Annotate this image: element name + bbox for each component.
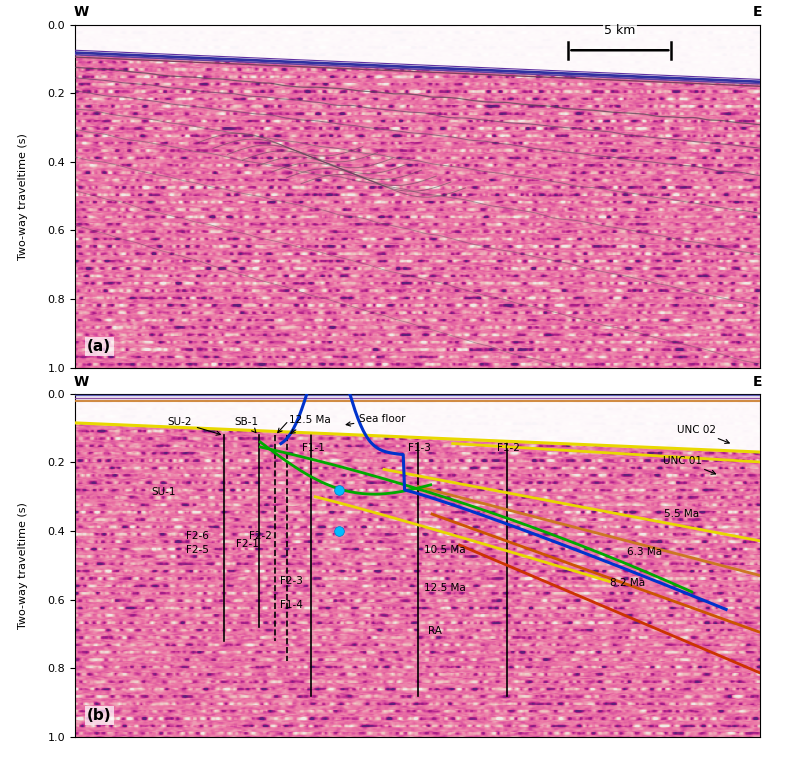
Text: SB-1: SB-1: [235, 417, 258, 433]
Text: SU-1: SU-1: [151, 486, 177, 496]
Text: RA: RA: [428, 626, 442, 636]
Text: E: E: [753, 5, 762, 19]
Y-axis label: Two-way traveltime (s): Two-way traveltime (s): [18, 133, 28, 260]
Text: F2-6: F2-6: [186, 531, 209, 541]
Text: 5.5 Ma: 5.5 Ma: [664, 509, 700, 519]
Text: 8.2 Ma: 8.2 Ma: [610, 578, 645, 588]
Text: F2-2: F2-2: [250, 531, 273, 541]
Text: F1-1: F1-1: [302, 443, 325, 453]
Text: F1-2: F1-2: [497, 443, 520, 453]
Text: 12.5 Ma: 12.5 Ma: [425, 583, 466, 593]
Text: F2-1: F2-1: [236, 539, 258, 549]
Text: F1-3: F1-3: [408, 443, 431, 453]
Text: W: W: [73, 5, 89, 19]
Text: F1-4: F1-4: [280, 600, 303, 610]
Text: SU-2: SU-2: [167, 417, 221, 435]
Text: 12.5 Ma: 12.5 Ma: [288, 415, 330, 434]
Y-axis label: Two-way traveltime (s): Two-way traveltime (s): [18, 502, 28, 629]
Text: E: E: [753, 375, 762, 388]
Text: F2-3: F2-3: [280, 576, 303, 586]
Text: 10.5 Ma: 10.5 Ma: [425, 545, 466, 555]
Text: UNC 02: UNC 02: [677, 425, 729, 444]
Text: (b): (b): [87, 708, 112, 723]
Text: W: W: [73, 375, 89, 388]
Text: 5 km: 5 km: [604, 24, 636, 37]
Text: UNC 01: UNC 01: [663, 456, 716, 474]
Text: Sea floor: Sea floor: [346, 414, 406, 426]
Text: 6.3 Ma: 6.3 Ma: [626, 547, 662, 557]
Text: (a): (a): [87, 339, 111, 354]
Text: F2-5: F2-5: [186, 545, 209, 555]
